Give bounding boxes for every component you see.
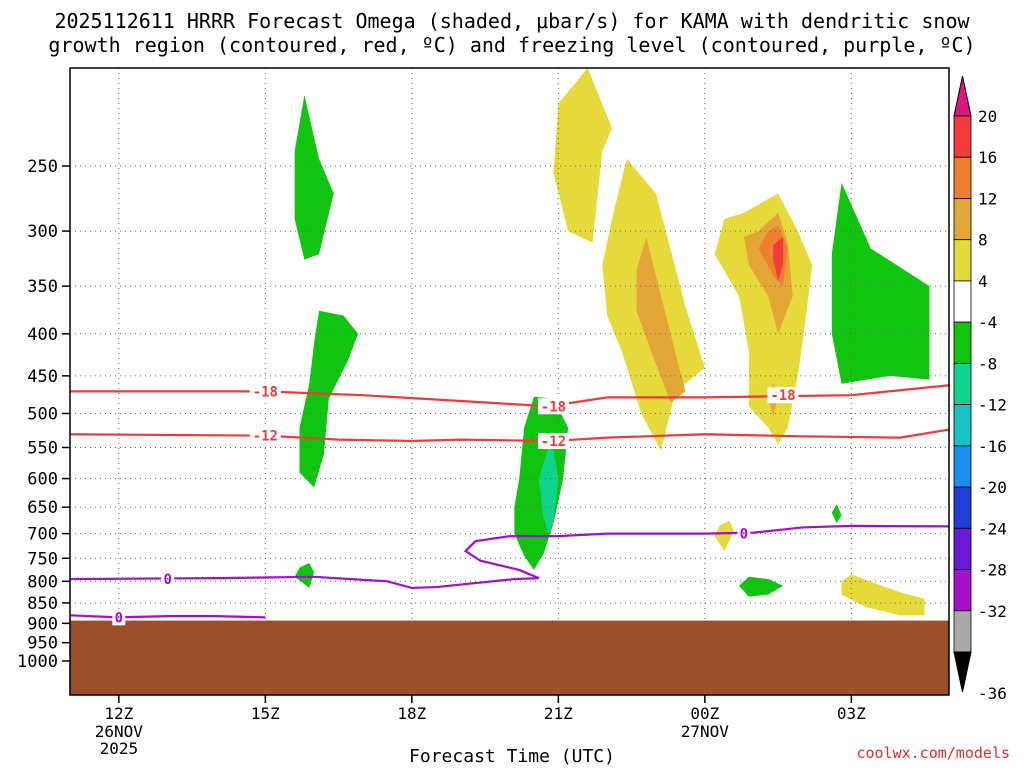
omega-region — [299, 310, 359, 488]
y-tick-label: 1000 — [17, 652, 58, 672]
colorbar-label: -24 — [978, 519, 1007, 538]
chart-title-line-1: 2025112611 HRRR Forecast Omega (shaded, … — [54, 9, 970, 33]
contour-label: 0 — [740, 527, 748, 543]
y-tick-label: 800 — [27, 572, 58, 592]
colorbar-bin — [953, 321, 972, 364]
contour-label: -12 — [253, 429, 278, 445]
plot-frame — [69, 67, 950, 696]
omega-region — [841, 574, 925, 616]
x-axis-title: Forecast Time (UTC) — [409, 746, 615, 767]
y-tick-label: 350 — [27, 277, 58, 297]
omega-region — [773, 236, 783, 281]
colorbar-bin — [953, 239, 972, 282]
colorbar-bin — [953, 362, 972, 406]
omega-region — [739, 576, 783, 597]
y-tick-label: 850 — [27, 594, 58, 614]
colorbar-bin — [953, 445, 972, 488]
colorbar-label: -4 — [978, 313, 997, 332]
colorbar-label: -28 — [978, 561, 1007, 580]
contour-label: -12 — [541, 434, 566, 450]
x-tick-label: 18Z — [397, 704, 426, 723]
omega-region — [831, 182, 930, 384]
colorbar-bin — [953, 486, 972, 529]
colorbar-bin — [953, 280, 972, 323]
y-tick-label: 500 — [27, 404, 58, 424]
credit-label: coolwx.com/models — [856, 744, 1010, 762]
contour-line — [69, 524, 950, 590]
omega-region — [553, 68, 613, 243]
y-tick-label: 300 — [27, 222, 58, 242]
colorbar-label: -12 — [978, 396, 1007, 415]
x-tick-label: 00Z — [690, 704, 719, 723]
colorbar-bin — [953, 115, 972, 158]
y-tick-label: 400 — [27, 325, 58, 345]
colorbar-label: -20 — [978, 478, 1007, 497]
x-tick-sublabel: 26NOV — [95, 722, 144, 741]
colorbar-label: -32 — [978, 602, 1007, 621]
y-tick-label: 900 — [27, 614, 58, 634]
omega-region — [714, 520, 735, 552]
x-tick-label: 12Z — [104, 704, 133, 723]
x-tick-label: 15Z — [251, 704, 280, 723]
contour-label-bg — [161, 571, 175, 588]
contour-line — [69, 428, 950, 443]
contour-line — [69, 614, 266, 619]
contour-label-bg — [112, 609, 126, 626]
contour-label-bg — [537, 398, 569, 415]
x-tick-label: 21Z — [544, 704, 573, 723]
colorbar-label: -8 — [978, 354, 997, 373]
contour-label: -18 — [253, 384, 278, 400]
colorbar-label: 8 — [978, 231, 988, 250]
chart-title-line-2: growth region (contoured, red, ºC) and f… — [48, 33, 976, 57]
omega-region — [294, 95, 334, 260]
colorbar-bin — [953, 156, 972, 199]
x-tick-sublabel: 27NOV — [681, 722, 730, 741]
omega-region — [636, 236, 686, 403]
colorbar-label: -36 — [978, 684, 1007, 703]
colorbar-bottom-arrow — [953, 651, 972, 693]
omega-region — [538, 447, 559, 534]
colorbar-label: 4 — [978, 272, 988, 291]
colorbar-label: -16 — [978, 437, 1007, 456]
y-tick-label: 450 — [27, 367, 58, 387]
y-tick-label: 750 — [27, 549, 58, 569]
x-tick-label: 03Z — [837, 704, 866, 723]
colorbar-label: 20 — [978, 107, 997, 126]
y-tick-label: 250 — [27, 157, 58, 177]
contour-label: -18 — [541, 399, 566, 415]
contour-label-bg — [249, 427, 281, 444]
y-tick-label: 550 — [27, 439, 58, 459]
colorbar-bin — [953, 198, 972, 241]
contour-label: 0 — [163, 572, 171, 588]
contour-label: -18 — [770, 388, 795, 404]
colorbar-bin — [953, 527, 972, 570]
omega-region — [831, 504, 842, 524]
terrain-fill — [70, 620, 949, 695]
contour-line — [70, 384, 950, 408]
colorbar-label: 16 — [978, 148, 997, 167]
contour-label: 0 — [115, 610, 123, 626]
y-tick-label: 950 — [27, 634, 58, 654]
colorbar-bin — [953, 610, 972, 653]
contour-label-bg — [767, 387, 799, 404]
y-tick-label: 700 — [27, 525, 58, 545]
colorbar-label: 12 — [978, 189, 997, 208]
contour-label-bg — [737, 525, 751, 542]
y-tick-label: 650 — [27, 498, 58, 518]
colorbar-bin — [953, 569, 972, 612]
contour-label-bg — [537, 432, 569, 449]
contour-label-bg — [249, 383, 281, 400]
colorbar-top-arrow — [953, 75, 972, 117]
y-tick-label: 600 — [27, 470, 58, 490]
x-tick-sublabel: 2025 — [100, 739, 139, 758]
colorbar-bin — [953, 404, 972, 447]
omega-region — [294, 562, 315, 588]
